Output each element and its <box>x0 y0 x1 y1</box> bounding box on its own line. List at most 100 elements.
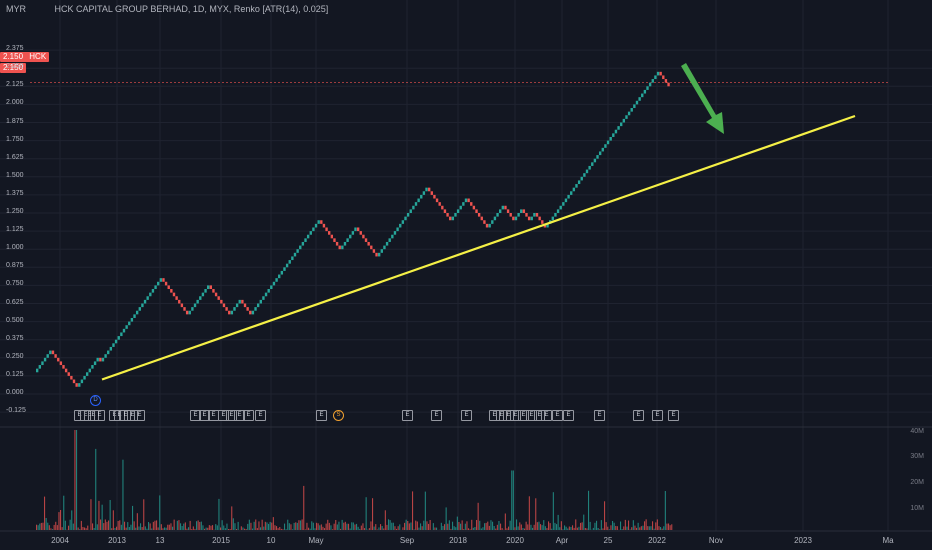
brick-down <box>243 303 247 308</box>
earnings-marker[interactable]: E <box>226 410 237 421</box>
brick-up <box>288 260 291 264</box>
brick-up <box>572 187 576 192</box>
volume-bar <box>338 521 340 530</box>
volume-bar <box>135 527 137 530</box>
volume-bar <box>365 497 367 530</box>
price-tick: 0.000 <box>6 389 24 396</box>
earnings-marker[interactable]: E <box>652 410 663 421</box>
earnings-marker[interactable]: E <box>234 410 245 421</box>
earnings-marker[interactable]: E <box>88 410 99 421</box>
split-marker[interactable]: S <box>333 410 344 421</box>
brick-up <box>622 118 626 123</box>
brick-up <box>454 213 457 217</box>
earnings-marker[interactable]: E <box>489 410 500 421</box>
earnings-marker[interactable]: E <box>461 410 472 421</box>
brick-up <box>143 299 147 304</box>
volume-bar <box>164 527 166 530</box>
volume-bar <box>408 523 410 530</box>
volume-bar <box>208 525 210 530</box>
earnings-marker[interactable]: E <box>563 410 574 421</box>
volume-bar <box>61 527 63 530</box>
brick-up <box>296 249 299 253</box>
earnings-marker[interactable]: E <box>496 410 507 421</box>
volume-tick: 10M <box>910 505 924 512</box>
brick-down <box>512 216 515 221</box>
volume-bar <box>362 523 364 530</box>
volume-bar <box>192 526 194 530</box>
volume-bar <box>271 522 273 530</box>
volume-bar <box>530 524 532 530</box>
volume-bar <box>258 521 260 530</box>
earnings-marker[interactable]: E <box>402 410 413 421</box>
volume-bar <box>570 527 572 530</box>
brick-up <box>606 140 610 145</box>
earnings-marker[interactable]: E <box>503 410 514 421</box>
volume-bar <box>223 525 225 530</box>
brick-down <box>62 365 65 369</box>
earnings-marker[interactable]: E <box>114 410 125 421</box>
brick-up <box>385 241 389 246</box>
brick-up <box>204 289 207 293</box>
volume-bar <box>336 524 338 530</box>
volume-bar <box>194 528 196 530</box>
volume-bar <box>349 528 351 530</box>
volume-bar <box>413 529 415 530</box>
earnings-marker[interactable]: E <box>541 410 552 421</box>
brick-up <box>575 184 578 188</box>
earnings-marker[interactable]: E <box>218 410 229 421</box>
volume-bar <box>551 528 553 530</box>
earnings-marker[interactable]: E <box>552 410 563 421</box>
earnings-marker[interactable]: E <box>526 410 537 421</box>
earnings-marker[interactable]: E <box>594 410 605 421</box>
earnings-marker[interactable]: E <box>120 410 131 421</box>
trendline[interactable] <box>101 114 856 381</box>
earnings-marker[interactable]: E <box>255 410 266 421</box>
trendline-segment <box>101 114 856 381</box>
brick-down <box>475 209 478 213</box>
brick-down <box>430 191 433 195</box>
earnings-marker[interactable]: E <box>127 410 138 421</box>
symbol-title[interactable]: HCK CAPITAL GROUP BERHAD, 1D, MYX, Renko… <box>54 4 329 14</box>
volume-bar <box>370 521 372 530</box>
time-tick: 2020 <box>506 536 524 545</box>
earnings-marker[interactable]: E <box>243 410 254 421</box>
volume-bar <box>108 520 110 530</box>
price-tick: 2.000 <box>6 99 24 107</box>
volume-bar <box>132 505 134 530</box>
volume-bar <box>383 528 385 530</box>
earnings-marker[interactable]: E <box>94 410 105 421</box>
earnings-marker[interactable]: E <box>316 410 327 421</box>
brick-up <box>501 205 504 210</box>
volume-bar <box>639 527 641 530</box>
volume-bar <box>543 520 545 530</box>
volume-bar <box>133 521 135 530</box>
brick-up <box>254 307 257 311</box>
volume-bar <box>298 520 300 530</box>
earnings-marker[interactable]: E <box>633 410 644 421</box>
arrow-annotation[interactable] <box>681 63 724 134</box>
volume-bar <box>596 520 598 530</box>
volume-bar <box>615 526 617 530</box>
volume-bar <box>628 520 630 530</box>
earnings-marker[interactable]: E <box>190 410 201 421</box>
earnings-marker[interactable]: E <box>199 410 210 421</box>
volume-bar <box>583 514 585 530</box>
volume-bar <box>664 491 666 530</box>
volume-bar <box>428 523 430 530</box>
volume-bar <box>162 528 164 530</box>
earnings-marker[interactable]: E <box>510 410 521 421</box>
earnings-marker[interactable]: E <box>431 410 442 421</box>
earnings-marker[interactable]: E <box>134 410 145 421</box>
volume-bar <box>602 528 604 530</box>
earnings-marker[interactable]: E <box>518 410 529 421</box>
volume-bar <box>477 502 479 530</box>
earnings-marker[interactable]: E <box>668 410 679 421</box>
volume-bar <box>452 521 454 530</box>
volume-bar <box>484 523 486 530</box>
time-tick: Nov <box>708 536 724 545</box>
dividend-marker[interactable]: D <box>90 395 101 406</box>
volume-bar <box>421 526 423 530</box>
volume-bar <box>170 523 172 530</box>
earnings-marker[interactable]: E <box>534 410 545 421</box>
